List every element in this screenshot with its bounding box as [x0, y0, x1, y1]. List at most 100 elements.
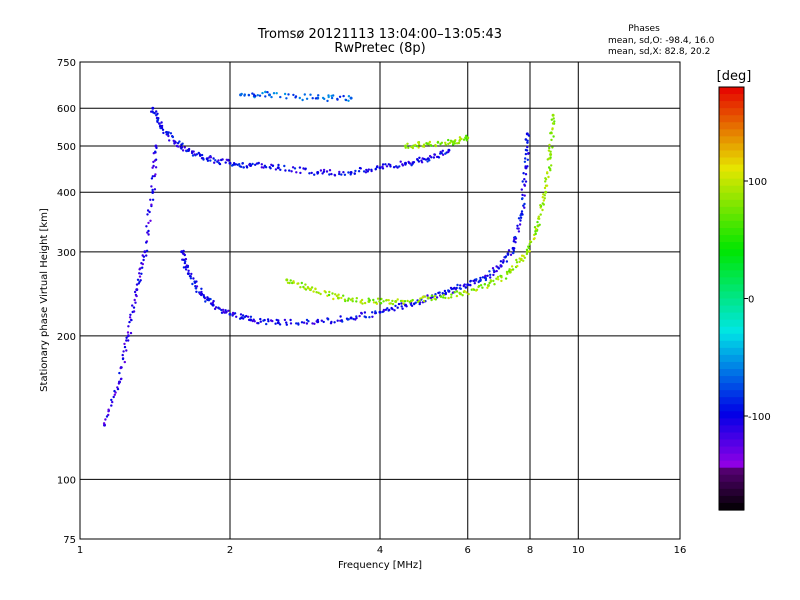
- trace-dot: [111, 400, 114, 404]
- trace-o: [239, 90, 353, 103]
- colorbar-tick-label: -100: [748, 412, 771, 423]
- trace-dot: [518, 260, 521, 263]
- trace-dot: [151, 188, 154, 192]
- trace-dot: [152, 164, 155, 168]
- colorbar-band: [719, 439, 744, 448]
- trace-dot: [113, 389, 116, 393]
- trace-dot: [426, 160, 429, 163]
- trace-dot: [422, 143, 426, 146]
- trace-dot: [414, 301, 417, 304]
- trace-dot: [249, 315, 253, 318]
- trace-dot: [492, 279, 495, 283]
- colorbar-band: [719, 143, 744, 152]
- trace-dot: [375, 302, 379, 305]
- trace-dot: [368, 316, 371, 319]
- trace-dot: [254, 163, 257, 166]
- trace-dot: [195, 153, 199, 156]
- trace-dot: [393, 309, 396, 312]
- trace-dot: [401, 299, 404, 303]
- colorbar-band: [719, 256, 744, 264]
- trace-dot: [283, 164, 286, 168]
- colorbar-band: [719, 101, 744, 109]
- trace-dot: [202, 158, 205, 161]
- trace-dot: [458, 287, 461, 290]
- trace-dot: [465, 134, 468, 137]
- colorbar-band: [719, 192, 744, 201]
- trace-dot: [357, 170, 361, 173]
- trace-dot: [172, 139, 175, 142]
- trace-dot: [171, 135, 175, 139]
- trace-dot: [326, 99, 329, 103]
- trace-dot: [297, 282, 300, 285]
- trace-dot: [310, 171, 313, 175]
- trace-dot: [192, 277, 195, 280]
- trace-dot: [447, 296, 450, 300]
- trace-dot: [430, 144, 433, 147]
- colorbar-band: [719, 291, 744, 300]
- trace-dot: [150, 177, 154, 180]
- y-tick-labels: 75 100 200 300 400 500 600 750: [57, 58, 76, 546]
- trace-dot: [378, 310, 382, 314]
- trace-dot: [511, 268, 515, 271]
- colorbar-band: [719, 397, 744, 405]
- colorbar-band: [719, 242, 744, 250]
- trace-dot: [380, 297, 383, 301]
- trace-dot: [158, 122, 161, 125]
- trace-dot: [355, 297, 358, 300]
- trace-dot: [299, 286, 302, 289]
- trace-dot: [504, 277, 508, 280]
- trace-dot: [551, 127, 554, 130]
- trace-dot: [187, 147, 191, 151]
- trace-dot: [110, 404, 113, 407]
- colorbar-band: [719, 376, 744, 384]
- trace-dot: [349, 298, 353, 301]
- colorbar-band: [719, 94, 744, 102]
- trace-dot: [289, 279, 292, 282]
- trace-dot: [331, 292, 334, 295]
- trace-dot: [433, 294, 437, 298]
- data-point: [336, 296, 340, 300]
- data-point: [205, 157, 209, 161]
- trace-dot: [292, 281, 295, 284]
- trace-dot: [132, 310, 136, 313]
- trace-dot: [519, 219, 522, 222]
- trace-dot: [151, 175, 154, 178]
- trace-dot: [145, 249, 149, 252]
- trace-dot: [121, 357, 125, 361]
- trace-dot: [253, 320, 256, 323]
- trace-dot: [444, 296, 447, 300]
- colorbar-band: [719, 228, 744, 236]
- trace-dot: [444, 291, 447, 295]
- phases-heading: Phases: [628, 24, 660, 34]
- trace-dot: [234, 163, 238, 166]
- trace-dot: [319, 292, 322, 296]
- phases-x-stats: mean, sd,X: 82.8, 20.2: [608, 47, 710, 57]
- trace-dot: [107, 413, 110, 417]
- colorbar-band: [719, 340, 744, 349]
- colorbar-band: [719, 333, 744, 342]
- trace-dot: [504, 255, 508, 258]
- trace-dot: [327, 94, 330, 97]
- trace-dot: [307, 320, 310, 323]
- trace-dot: [326, 317, 330, 321]
- trace-dot: [450, 296, 453, 299]
- trace-dot: [240, 92, 243, 96]
- data-point: [544, 190, 548, 194]
- trace-dot: [110, 398, 113, 402]
- trace-dot: [261, 91, 264, 95]
- trace-dot: [328, 290, 331, 294]
- trace-dot: [428, 159, 431, 162]
- trace-dot: [399, 299, 403, 303]
- trace-dot: [125, 336, 128, 339]
- trace-dot: [467, 292, 470, 296]
- trace-dot: [336, 97, 339, 101]
- trace-dot: [259, 320, 262, 323]
- trace-dot: [195, 290, 198, 293]
- trace-dot: [259, 317, 262, 321]
- trace-dot: [135, 294, 138, 298]
- trace-dot: [436, 141, 440, 144]
- trace-dot: [523, 178, 526, 181]
- trace-dot: [128, 320, 131, 324]
- trace-dot: [479, 284, 483, 287]
